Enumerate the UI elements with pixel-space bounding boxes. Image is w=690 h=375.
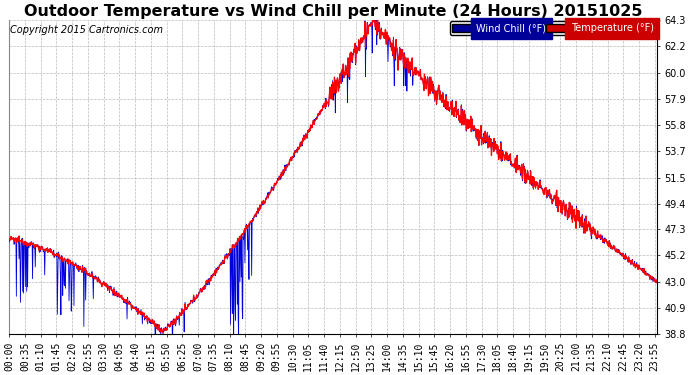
Title: Outdoor Temperature vs Wind Chill per Minute (24 Hours) 20151025: Outdoor Temperature vs Wind Chill per Mi… xyxy=(23,4,642,19)
Legend: Wind Chill (°F), Temperature (°F): Wind Chill (°F), Temperature (°F) xyxy=(450,21,656,35)
Text: Copyright 2015 Cartronics.com: Copyright 2015 Cartronics.com xyxy=(10,25,163,35)
